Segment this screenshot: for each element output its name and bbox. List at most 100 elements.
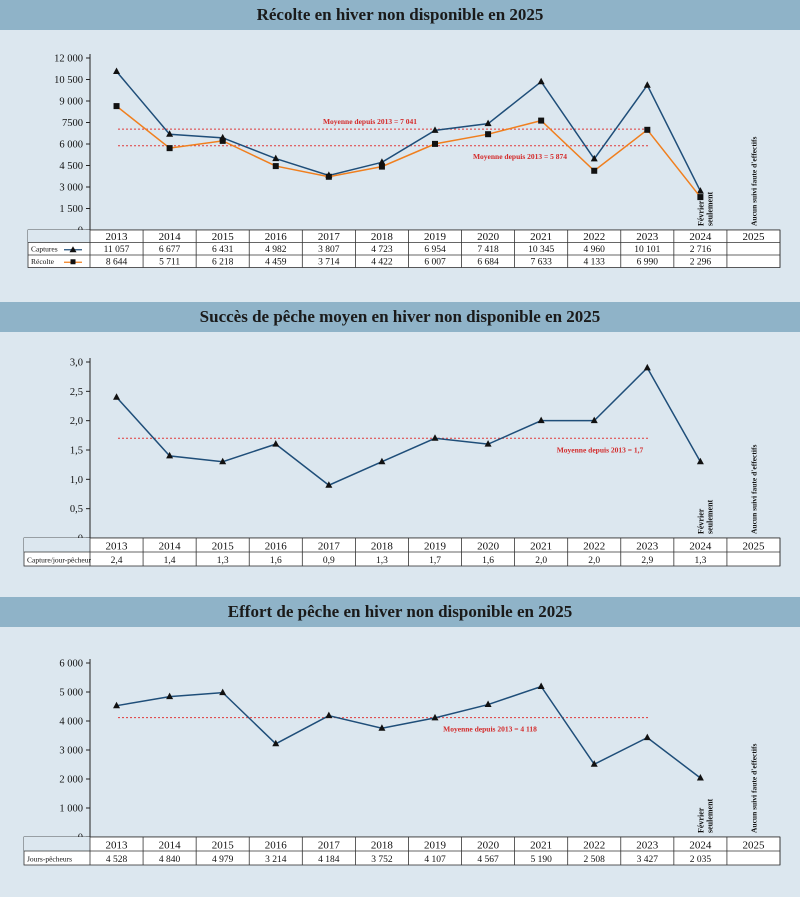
- data-table-corner: [28, 230, 90, 243]
- annotation-aucun-suivi: Aucun suivi faute d'effectifs: [749, 137, 758, 226]
- table-value: 4 422: [371, 258, 393, 268]
- table-value: 8 644: [106, 258, 128, 268]
- table-value: 4 107: [424, 855, 446, 865]
- x-tick-label: 2018: [371, 541, 394, 553]
- x-tick-label: 2019: [424, 541, 447, 553]
- x-tick-label: 2017: [318, 541, 341, 553]
- y-tick-label: 0,5: [70, 504, 83, 515]
- data-point: [696, 773, 704, 781]
- table-value: 1,7: [429, 556, 441, 566]
- table-value: 4 133: [584, 258, 606, 268]
- x-tick-label: 2013: [106, 840, 129, 852]
- y-tick-label: 4 000: [59, 717, 83, 728]
- y-tick-label: 1 500: [59, 204, 83, 215]
- table-value: 6 007: [424, 258, 446, 268]
- data-point: [272, 739, 280, 747]
- x-tick-label: 2021: [530, 840, 552, 852]
- x-tick-label: 2022: [583, 231, 605, 243]
- table-series-name: Jours-pêcheurs: [27, 855, 72, 864]
- annotation-aucun-suivi: Aucun suivi faute d'effectifs: [749, 445, 758, 534]
- table-value: 1,6: [270, 556, 282, 566]
- table-value: 2 716: [690, 245, 712, 255]
- x-tick-label: 2014: [159, 541, 182, 553]
- y-tick-label: 6 000: [59, 140, 83, 151]
- data-point: [166, 451, 174, 459]
- y-tick-label: 12 000: [54, 54, 83, 65]
- x-tick-label: 2015: [212, 840, 235, 852]
- chart-2-title: Succès de pêche moyen en hiver non dispo…: [199, 307, 601, 326]
- reference-line-label: Moyenne depuis 2013 = 5 874: [473, 152, 567, 161]
- data-point: [113, 67, 121, 75]
- y-tick-label: 9 000: [59, 97, 83, 108]
- x-tick-label: 2023: [636, 840, 659, 852]
- chart-3-title: Effort de pêche en hiver non disponible …: [227, 602, 573, 621]
- x-tick-label: 2019: [424, 840, 447, 852]
- y-tick-label: 4 500: [59, 161, 83, 172]
- table-value: 2 035: [690, 855, 712, 865]
- annotation-fevrier: Févrierseulement: [696, 191, 714, 226]
- data-table-corner: [24, 538, 90, 552]
- x-tick-label: 2021: [530, 541, 552, 553]
- data-point: [219, 137, 226, 144]
- table-value: 4 960: [584, 245, 606, 255]
- chart-2-success: 00,51,01,52,02,53,0201320142015201620172…: [23, 358, 781, 567]
- x-tick-label: 2016: [265, 231, 288, 243]
- data-point: [378, 163, 385, 170]
- x-tick-label: 2015: [212, 541, 235, 553]
- reference-line-label: Moyenne depuis 2013 = 1,7: [557, 445, 644, 454]
- data-table: [27, 229, 781, 268]
- x-tick-label: 2014: [159, 840, 182, 852]
- data-point: [166, 692, 174, 700]
- data-point: [272, 154, 280, 162]
- data-point: [431, 713, 439, 721]
- table-value: 6 990: [637, 258, 659, 268]
- x-tick-label: 2020: [477, 541, 500, 553]
- y-tick-label: 10 500: [54, 75, 83, 86]
- x-tick-label: 2018: [371, 231, 394, 243]
- legend-key-marker: [69, 246, 77, 253]
- annotation-fevrier: Févrierseulement: [696, 798, 714, 833]
- table-value: 3 427: [637, 855, 659, 865]
- table-value: 6 684: [477, 258, 499, 268]
- table-value: 2 296: [690, 258, 712, 268]
- table-value: 4 982: [265, 245, 287, 255]
- data-point: [166, 130, 174, 137]
- data-point: [696, 187, 704, 194]
- table-series-name: Captures: [31, 245, 58, 254]
- data-point: [537, 77, 545, 85]
- chart-2-title-bar: Succès de pêche moyen en hiver non dispo…: [0, 302, 800, 332]
- data-point: [272, 440, 280, 447]
- x-tick-label: 2013: [106, 231, 129, 243]
- table-value: 10 101: [634, 245, 660, 255]
- table-value: 5 711: [159, 258, 180, 268]
- x-tick-label: 2025: [742, 840, 765, 852]
- data-point: [113, 393, 121, 400]
- data-point: [272, 163, 279, 170]
- table-value: 2,9: [641, 556, 653, 566]
- table-value: 2,4: [111, 556, 123, 566]
- x-tick-label: 2022: [583, 840, 605, 852]
- x-tick-label: 2016: [265, 541, 288, 553]
- y-tick-label: 6 000: [59, 659, 83, 670]
- data-point: [378, 724, 386, 731]
- table-value: 4 840: [159, 855, 181, 865]
- y-tick-label: 2,0: [70, 416, 83, 427]
- chart-1-title: Récolte en hiver non disponible en 2025: [256, 5, 544, 24]
- data-point: [643, 733, 651, 741]
- table-value: 5 190: [530, 855, 552, 865]
- data-point: [325, 173, 332, 180]
- table-series-name: Récolte: [31, 257, 55, 266]
- data-point: [696, 457, 704, 465]
- x-tick-label: 2017: [318, 231, 341, 243]
- table-value: 3 714: [318, 258, 340, 268]
- reference-line-label: Moyenne depuis 2013 = 4 118: [443, 725, 537, 734]
- y-tick-label: 3,0: [70, 358, 83, 369]
- data-point: [431, 126, 439, 133]
- table-value: 4 723: [371, 245, 393, 255]
- y-tick-label: 1,0: [70, 475, 83, 486]
- y-tick-label: 2,5: [70, 387, 83, 398]
- x-tick-label: 2017: [318, 840, 341, 852]
- series-line-1: [115, 366, 702, 487]
- chart-1-title-bar: Récolte en hiver non disponible en 2025: [0, 0, 800, 30]
- x-tick-label: 2014: [159, 231, 182, 243]
